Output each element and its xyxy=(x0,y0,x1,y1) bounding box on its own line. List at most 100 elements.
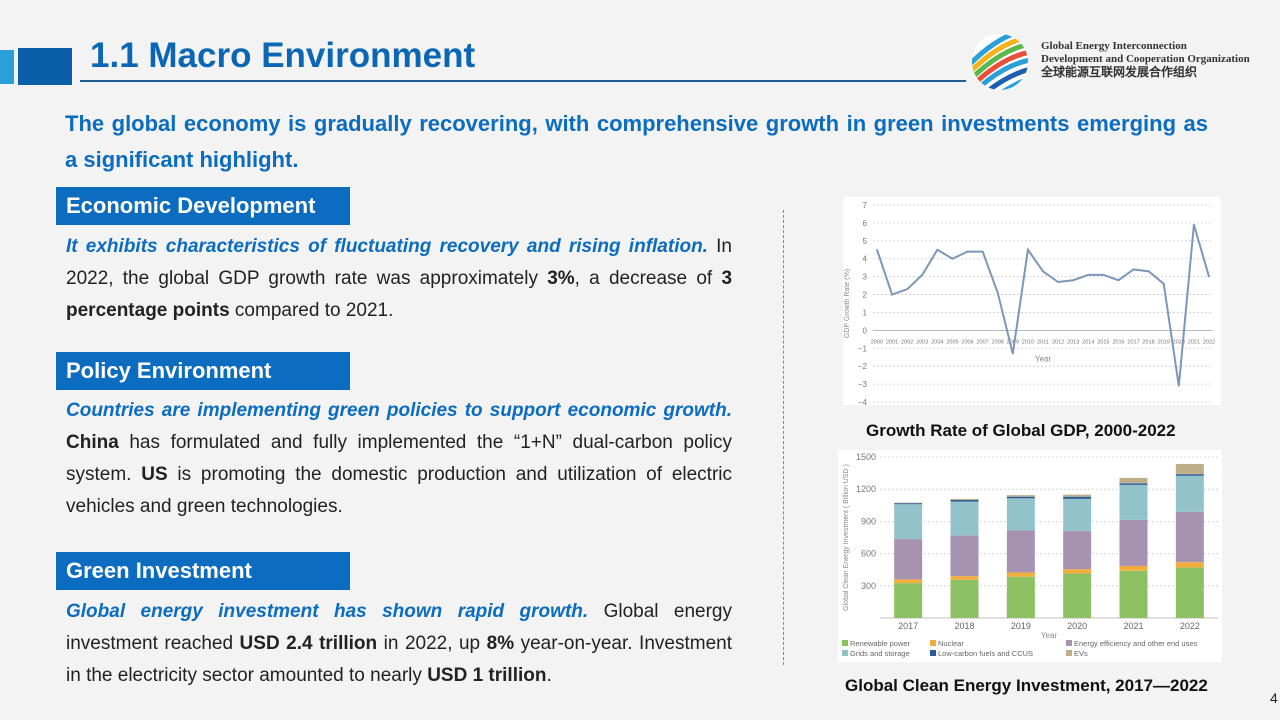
org-name: Global Energy Interconnection Developmen… xyxy=(1041,40,1250,79)
x-tick-label: 2007 xyxy=(977,339,989,345)
legend-label: EVs xyxy=(1074,649,1088,658)
data-point xyxy=(1208,275,1210,278)
bar-segment xyxy=(1175,475,1204,512)
y-tick-label: 1500 xyxy=(856,452,876,462)
bar-segment xyxy=(1175,511,1204,563)
bar-segment xyxy=(950,579,979,618)
x-tick-label: 2018 xyxy=(1143,339,1155,345)
x-tick-label: 2003 xyxy=(916,339,928,345)
x-tick-label: 2018 xyxy=(954,621,974,631)
legend-label: Energy efficiency and other end uses xyxy=(1074,639,1198,648)
y-tick-label: 1200 xyxy=(856,484,876,494)
bar-segment xyxy=(1063,573,1092,618)
bar-segment xyxy=(1119,477,1148,484)
text: has formulated and fully implemented the… xyxy=(66,432,732,485)
highlight: USD 1 trillion xyxy=(427,665,547,686)
page-title: 1.1 Macro Environment xyxy=(90,36,476,75)
y-tick-label: −3 xyxy=(858,380,868,389)
bar-segment xyxy=(894,503,923,505)
data-point xyxy=(1072,279,1074,282)
section-text-economic: It exhibits characteristics of fluctuati… xyxy=(66,231,732,327)
x-tick-label: 2019 xyxy=(1011,621,1031,631)
x-tick-label: 2019 xyxy=(1158,339,1170,345)
legend-swatch xyxy=(1066,650,1072,656)
text: compared to 2021. xyxy=(229,300,394,321)
data-point xyxy=(876,248,878,251)
org-name-en-1: Global Energy Interconnection xyxy=(1041,40,1187,52)
bar-segment xyxy=(894,583,923,618)
bar-segment xyxy=(950,576,979,580)
y-axis-label: GDP Growth Rate (%) xyxy=(844,269,851,338)
legend-swatch xyxy=(842,650,848,656)
legend-label: Low-carbon fuels and CCUS xyxy=(938,649,1033,658)
data-point xyxy=(1102,274,1105,276)
x-tick-label: 2020 xyxy=(1173,339,1185,345)
legend-label: Nuclear xyxy=(938,639,964,648)
data-point xyxy=(891,293,893,296)
data-point xyxy=(1057,281,1059,283)
bar-segment xyxy=(1063,496,1092,499)
header-accent-block xyxy=(18,48,72,85)
x-tick-label: 2021 xyxy=(1123,621,1143,631)
highlight: 3 percentage points xyxy=(66,268,733,321)
x-tick-label: 2004 xyxy=(931,339,943,345)
x-tick-label: 2013 xyxy=(1067,339,1079,345)
headline: The global economy is gradually recoveri… xyxy=(65,111,1208,172)
text: Global energy investment reached xyxy=(66,601,732,654)
bar-segment xyxy=(1119,565,1148,571)
y-tick-label: 4 xyxy=(863,255,868,264)
x-tick-label: 2015 xyxy=(1097,339,1109,345)
org-name-en-2: Development and Cooperation Organization xyxy=(1041,53,1250,65)
header-accent-bar xyxy=(0,50,14,84)
y-tick-label: 300 xyxy=(861,581,876,591)
x-tick-label: 2016 xyxy=(1112,339,1124,345)
gdp-chart-caption: Growth Rate of Global GDP, 2000-2022 xyxy=(866,421,1176,440)
org-logo-globe-icon xyxy=(972,34,1028,90)
lead: It exhibits characteristics of fluctuati… xyxy=(66,236,708,257)
bar-segment xyxy=(1063,498,1092,532)
legend-swatch xyxy=(1066,640,1072,646)
section-title-investment: Green Investment xyxy=(56,552,350,590)
bar-segment xyxy=(1119,483,1148,485)
data-point xyxy=(1193,223,1195,226)
x-tick-label: 2008 xyxy=(992,339,1004,345)
bar-segment xyxy=(1006,576,1035,618)
bar-segment xyxy=(950,499,979,502)
x-axis-label: Year xyxy=(1041,631,1058,640)
legend-swatch xyxy=(930,640,936,646)
data-point xyxy=(1012,352,1014,355)
highlight: 3% xyxy=(547,268,575,289)
page-number: 4 xyxy=(1270,690,1278,706)
text: is promoting the domestic production and… xyxy=(66,464,732,517)
y-tick-label: 3 xyxy=(863,273,868,282)
legend-swatch xyxy=(842,640,848,646)
text: , a decrease of xyxy=(574,268,722,289)
x-tick-label: 2001 xyxy=(886,339,898,345)
data-point xyxy=(1162,283,1165,285)
org-name-zh: 全球能源互联网发展合作组织 xyxy=(1041,65,1198,79)
x-tick-label: 2020 xyxy=(1067,621,1087,631)
x-tick-label: 2000 xyxy=(871,339,883,345)
section-text-investment: Global energy investment has shown rapid… xyxy=(66,596,732,692)
y-tick-label: −1 xyxy=(858,344,868,353)
data-point xyxy=(906,288,908,290)
y-tick-label: 6 xyxy=(863,219,868,228)
x-tick-label: 2012 xyxy=(1052,339,1064,345)
clean-energy-investment-bar-chart: 1500 1200 900 600 300 Global Clean Energy Inv… xyxy=(838,450,1222,662)
bar-segment xyxy=(1006,498,1035,531)
x-tick-label: 2006 xyxy=(961,339,973,345)
y-tick-label: 1 xyxy=(863,308,868,317)
x-tick-label: 2011 xyxy=(1037,339,1049,345)
highlight: China xyxy=(66,432,119,453)
text: in 2022, up xyxy=(377,633,487,654)
bar-segment xyxy=(1175,567,1204,618)
highlight: USD 2.4 trillion xyxy=(239,633,378,654)
data-point xyxy=(951,257,954,260)
text: year-on-year. Investment in the electric… xyxy=(66,633,732,686)
bar-segment xyxy=(950,501,979,536)
data-point xyxy=(996,291,999,294)
x-tick-label: 2022 xyxy=(1180,621,1200,631)
bar-segment xyxy=(1006,495,1035,497)
legend-label: Renewable power xyxy=(850,639,911,648)
data-point xyxy=(1132,268,1135,271)
